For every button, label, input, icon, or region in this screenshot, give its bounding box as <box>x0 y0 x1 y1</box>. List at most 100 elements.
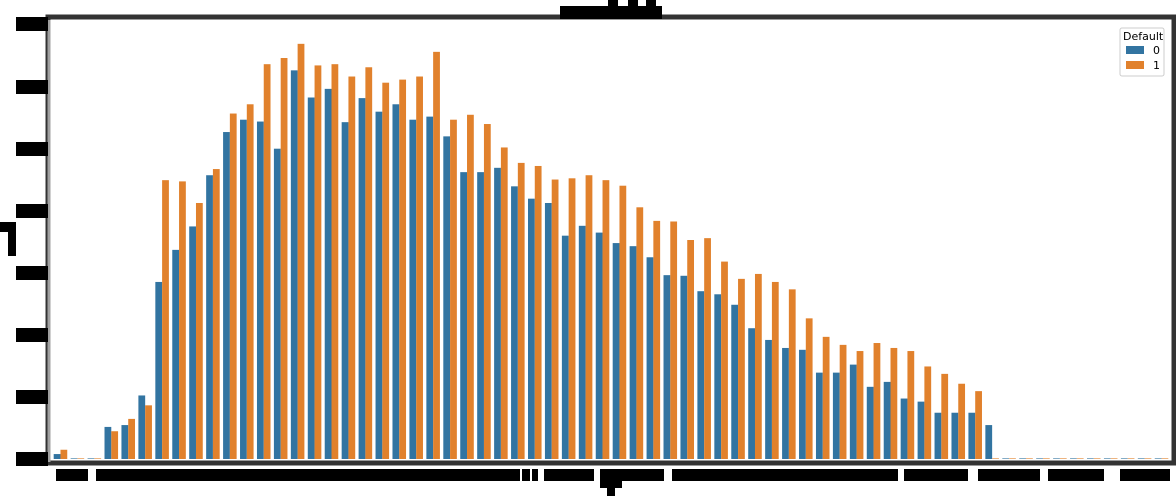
bar-series-1-c47 <box>839 344 847 459</box>
bar-series-0-c10 <box>206 175 213 460</box>
bar-series-1-c14 <box>280 58 288 459</box>
bar-series-0-c23 <box>426 116 434 460</box>
bar-series-1-c65 <box>1144 458 1152 459</box>
bar-series-1-c56 <box>992 458 999 459</box>
bar-series-0-c43 <box>765 339 772 459</box>
bar-series-0-c2 <box>70 458 78 459</box>
bar-series-1-c51 <box>907 351 915 459</box>
bar-series-0-c64 <box>1120 458 1128 459</box>
bar-series-0-c12 <box>240 119 247 459</box>
bar-series-1-c28 <box>517 162 525 459</box>
redacted-title-part <box>608 0 618 8</box>
bar-series-1-c19 <box>365 67 373 460</box>
bar-series-0-c59 <box>1036 458 1043 459</box>
bar-series-0-c39 <box>697 291 705 459</box>
bar-series-1-c60 <box>1059 458 1067 459</box>
bar-series-0-c47 <box>832 372 840 459</box>
bar-series-1-c59 <box>1042 458 1050 459</box>
bar-series-0-c53 <box>934 412 942 459</box>
redacted-y-tick-label <box>16 80 48 94</box>
bar-series-0-c19 <box>358 98 366 460</box>
bar-series-0-c11 <box>223 132 230 460</box>
bar-series-1-c25 <box>467 114 474 460</box>
bar-series-0-c58 <box>1019 458 1027 459</box>
redacted-x-tick-labels <box>978 469 1040 481</box>
bar-series-1-c4 <box>111 431 119 459</box>
bar-series-1-c8 <box>179 181 186 459</box>
legend-label-1: 1 <box>1153 59 1160 72</box>
bar-series-0-c4 <box>104 426 112 459</box>
bar-series-0-c56 <box>985 425 993 459</box>
bar-series-1-c32 <box>585 175 593 460</box>
bar-series-0-c60 <box>1053 458 1060 459</box>
bar-series-0-c17 <box>324 88 332 460</box>
bar-series-0-c63 <box>1103 458 1111 459</box>
bar-series-0-c45 <box>799 349 806 459</box>
bar-series-1-c63 <box>1110 458 1118 459</box>
bar-series-0-c34 <box>612 243 620 459</box>
bar-series-1-c42 <box>754 273 762 459</box>
redacted-y-tick-label <box>16 452 48 466</box>
bar-series-1-c11 <box>229 113 237 459</box>
bar-series-1-c23 <box>433 51 440 459</box>
bar-series-0-c38 <box>680 275 688 459</box>
plot-area <box>52 21 1170 459</box>
bar-series-0-c57 <box>1002 458 1010 459</box>
bar-series-0-c15 <box>290 70 298 459</box>
bar-series-0-c7 <box>155 281 163 459</box>
redacted-x-tick-labels <box>544 469 594 481</box>
bar-series-0-c33 <box>595 232 603 459</box>
bar-series-0-c8 <box>172 249 180 459</box>
bar-series-1-c6 <box>145 405 152 459</box>
bar-series-0-c61 <box>1070 458 1077 459</box>
redacted-x-axis-label <box>600 478 622 488</box>
redacted-y-tick-label <box>16 17 48 31</box>
bar-series-0-c6 <box>138 395 146 459</box>
bar-series-1-c24 <box>450 119 457 459</box>
redacted-x-tick-labels <box>904 469 968 481</box>
bar-series-0-c28 <box>511 186 518 459</box>
bar-series-0-c31 <box>561 235 569 459</box>
bar-series-1-c62 <box>1093 458 1101 459</box>
bar-series-0-c35 <box>629 246 637 459</box>
bar-series-1-c36 <box>653 220 661 459</box>
bar-series-0-c41 <box>731 304 739 459</box>
bar-series-1-c30 <box>551 179 559 460</box>
bar-series-0-c36 <box>646 257 654 459</box>
bar-series-0-c9 <box>189 226 196 459</box>
bar-series-1-c66 <box>1161 458 1169 459</box>
bar-series-0-c1 <box>53 454 61 459</box>
bar-series-1-c61 <box>1076 458 1084 459</box>
bar-series-1-c37 <box>670 221 678 459</box>
bar-series-1-c16 <box>314 65 322 460</box>
bar-series-1-c55 <box>975 391 982 459</box>
bar-series-0-c25 <box>460 172 468 459</box>
bar-series-0-c66 <box>1154 458 1162 459</box>
bar-series-0-c3 <box>87 458 95 459</box>
bar-series-0-c46 <box>815 372 823 459</box>
bar-series-1-c38 <box>687 240 695 459</box>
bar-series-1-c46 <box>822 336 830 459</box>
bar-series-1-c18 <box>348 76 356 460</box>
bar-series-0-c16 <box>307 97 315 459</box>
redacted-y-tick-label <box>16 204 48 218</box>
bar-series-1-c26 <box>483 124 491 460</box>
bar-series-0-c20 <box>375 111 383 460</box>
redacted-y-tick-label <box>16 390 48 404</box>
bar-series-0-c62 <box>1087 458 1094 459</box>
bar-series-0-c52 <box>917 401 925 459</box>
bar-series-0-c30 <box>544 202 552 460</box>
bar-series-0-c26 <box>477 172 484 459</box>
bar-series-0-c51 <box>900 398 908 459</box>
bar-series-1-c2 <box>77 458 85 459</box>
redacted-x-axis-label <box>607 486 615 496</box>
bar-series-1-c50 <box>890 347 898 459</box>
bar-series-1-c3 <box>94 458 102 459</box>
redacted-x-tick-labels <box>56 469 88 481</box>
legend-label-0: 0 <box>1153 44 1160 57</box>
redacted-x-tick-labels <box>1120 469 1170 481</box>
bar-series-0-c21 <box>392 104 400 459</box>
redacted-title <box>560 6 662 19</box>
bar-series-1-c40 <box>721 261 728 459</box>
